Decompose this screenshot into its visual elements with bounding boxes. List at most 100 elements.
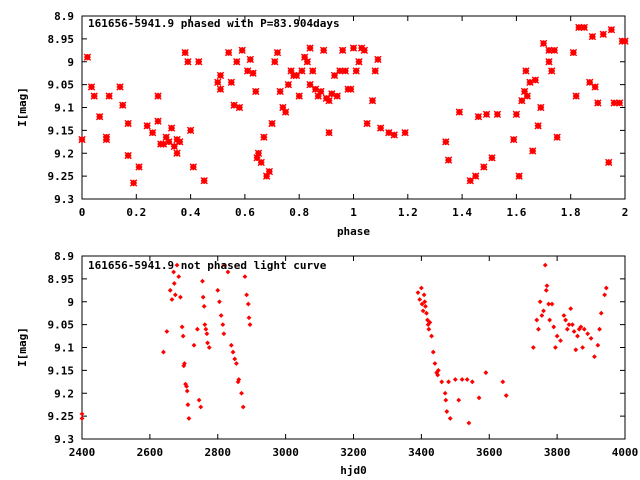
phased-y-tick-label: 9.25 — [48, 170, 75, 183]
data-point — [95, 112, 104, 121]
data-point — [174, 262, 180, 268]
data-point — [265, 167, 274, 176]
data-point — [205, 340, 210, 346]
data-point — [444, 156, 453, 164]
data-point — [575, 333, 580, 339]
data-point — [482, 110, 491, 119]
data-point — [298, 67, 306, 75]
data-point — [325, 96, 333, 105]
data-point — [474, 112, 483, 121]
data-point — [189, 163, 198, 171]
data-point — [185, 402, 191, 408]
phased-y-tick-label: 9.1 — [54, 102, 74, 115]
phased-y-tick-label: 8.95 — [48, 33, 75, 46]
data-point — [363, 119, 371, 128]
data-point — [444, 409, 450, 414]
data-point — [303, 58, 312, 66]
data-point — [355, 58, 363, 66]
data-point — [551, 324, 557, 330]
phased-y-tick-label: 8.9 — [54, 10, 74, 23]
data-point — [435, 372, 441, 378]
data-point — [548, 67, 556, 75]
data-point — [539, 39, 548, 48]
data-point — [419, 301, 425, 307]
data-point — [246, 315, 252, 321]
data-point — [273, 48, 282, 57]
data-point — [390, 131, 398, 139]
phased-x-tick-label: 0.6 — [235, 206, 255, 219]
data-point — [545, 46, 553, 55]
data-point — [224, 48, 233, 57]
data-point — [429, 333, 434, 339]
data-point — [466, 420, 472, 426]
data-point — [204, 331, 210, 337]
data-point — [230, 349, 236, 355]
data-point — [500, 379, 506, 385]
data-point — [523, 92, 531, 100]
data-point — [430, 349, 436, 355]
data-point — [184, 58, 192, 66]
data-point — [236, 377, 242, 382]
unphased-x-axis-label: hjd0 — [340, 464, 367, 477]
data-point — [222, 262, 227, 268]
data-point — [235, 379, 241, 385]
data-point — [336, 67, 344, 75]
data-point — [539, 313, 545, 318]
data-point — [245, 301, 251, 307]
data-point — [564, 326, 570, 332]
data-point — [522, 67, 530, 75]
data-point — [599, 30, 607, 38]
data-point — [206, 345, 212, 350]
data-point — [427, 319, 433, 325]
data-point — [240, 404, 246, 410]
data-point — [594, 99, 602, 107]
data-point — [424, 310, 429, 316]
data-point — [317, 87, 325, 96]
unphased-y-tick-label: 8.9 — [54, 250, 74, 263]
data-point — [459, 377, 465, 382]
data-point — [184, 388, 190, 394]
data-point — [119, 101, 127, 109]
data-point — [87, 83, 96, 91]
data-point — [541, 308, 546, 314]
data-point — [105, 92, 113, 100]
unphased-light-curve-panel: 2400 2600 2800 3000 3200 3400 3600 3800 4000 8.9 8… — [16, 250, 638, 477]
data-point — [249, 69, 257, 77]
data-point — [488, 154, 496, 162]
data-point — [176, 274, 182, 279]
data-point — [376, 124, 385, 132]
data-point — [568, 306, 574, 312]
data-point — [518, 96, 526, 105]
data-point — [338, 46, 347, 55]
data-point — [503, 393, 509, 398]
data-point — [418, 285, 424, 291]
data-point — [542, 262, 548, 268]
data-point — [180, 333, 186, 339]
data-point — [536, 326, 541, 332]
data-point — [509, 135, 518, 144]
data-point — [537, 103, 545, 112]
data-point — [203, 326, 209, 332]
data-point — [276, 87, 284, 96]
unphased-y-tick-label: 9.05 — [48, 319, 75, 332]
data-point — [588, 335, 594, 341]
data-point — [423, 303, 428, 309]
data-point — [234, 361, 239, 366]
data-point — [202, 322, 208, 328]
data-point — [580, 23, 588, 32]
phased-y-tick-label: 9.05 — [48, 79, 75, 92]
data-point — [90, 92, 98, 100]
data-point — [246, 55, 255, 64]
data-point — [281, 108, 290, 116]
data-point — [186, 416, 192, 421]
data-point — [161, 349, 166, 355]
data-point — [176, 138, 184, 146]
data-point — [124, 151, 132, 160]
data-point — [597, 326, 602, 332]
data-point — [401, 128, 409, 137]
data-point — [171, 281, 177, 286]
data-point — [214, 78, 222, 87]
phased-x-tick-label: 1.8 — [561, 206, 581, 219]
data-point — [464, 377, 470, 382]
